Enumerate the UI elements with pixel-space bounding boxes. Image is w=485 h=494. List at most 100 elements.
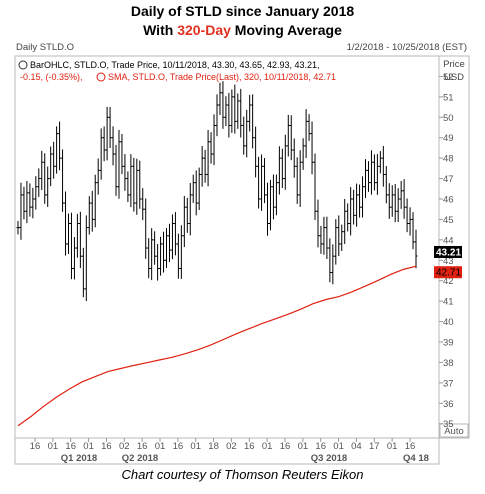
- ohlc-bar: [352, 189, 356, 225]
- ohlc-bar: [84, 215, 88, 302]
- ohlc-bar: [150, 228, 154, 281]
- ohlc-bar: [120, 134, 124, 175]
- bar-legend-line1: BarOHLC, STLD.O, Trade Price, 10/11/2018…: [30, 60, 320, 70]
- ohlc-bar: [233, 84, 237, 134]
- quarter-label: Q2 2018: [122, 453, 158, 464]
- x-tick-label: 16: [30, 441, 41, 452]
- sma-legend: SMA, STLD.O, Trade Price(Last), 320, 10/…: [108, 72, 336, 82]
- y-tick-label: 43: [443, 256, 454, 267]
- ohlc-bar: [78, 211, 82, 268]
- ohlc-bar: [230, 89, 234, 133]
- y-tick-label: 44: [443, 235, 454, 246]
- ohlc-bar: [298, 150, 302, 207]
- ohlc-bar: [22, 186, 26, 220]
- ohlc-bar: [283, 134, 287, 190]
- ohlc-bar: [75, 213, 79, 258]
- ohlc-bar: [102, 126, 106, 162]
- ohlc-bar: [203, 149, 207, 183]
- x-tick-label: 01: [298, 441, 309, 452]
- ohlc-bar: [405, 198, 409, 233]
- ohlc-bar: [185, 197, 189, 233]
- ohlc-bar: [402, 179, 406, 219]
- ohlc-bar: [295, 157, 299, 204]
- ohlc-bar: [390, 185, 394, 217]
- ohlc-bar: [105, 106, 109, 161]
- subtitle-prefix: With: [143, 22, 178, 38]
- ohlc-bar: [408, 207, 412, 236]
- ohlc-bar: [381, 145, 385, 187]
- ohlc-bar: [153, 231, 157, 265]
- ohlc-bar: [224, 96, 228, 127]
- y-tick-label: 46: [443, 194, 454, 205]
- ohlc-bar: [167, 223, 171, 263]
- ohlc-bar: [239, 88, 243, 138]
- chart-title: Daily of STLD since January 2018: [130, 3, 355, 19]
- ohlc-bar: [328, 238, 332, 283]
- y-tick-label: 38: [443, 358, 454, 369]
- ohlc-bar: [358, 184, 362, 218]
- sma-legend-icon: [96, 72, 106, 82]
- x-tick-label: 16: [137, 441, 148, 452]
- x-tick-label: 01: [262, 441, 273, 452]
- ohlc-bar: [209, 132, 213, 164]
- ohlc-bar: [307, 114, 311, 141]
- ohlc-bar: [108, 106, 112, 149]
- ohlc-bar: [248, 94, 252, 132]
- y-tick-label: 39: [443, 337, 454, 348]
- ohlc-bar: [242, 116, 246, 155]
- ohlc-bar: [271, 174, 275, 220]
- ohlc-bar: [61, 149, 65, 212]
- instrument-label: Daily STLD.O: [16, 42, 74, 53]
- ohlc-bar: [337, 215, 341, 257]
- ohlc-bar: [260, 154, 264, 211]
- x-tick-label: 16: [65, 441, 76, 452]
- subtitle-rest: Moving Average: [230, 22, 342, 38]
- ohlc-bar: [194, 170, 198, 216]
- ohlc-bar: [173, 212, 177, 256]
- ohlc-bar: [257, 156, 261, 209]
- ohlc-bar: [64, 191, 68, 256]
- ohlc-bar: [399, 180, 403, 209]
- ohlc-bar: [263, 158, 267, 204]
- y-tick-label: 36: [443, 399, 454, 410]
- currency-label: USD: [444, 72, 464, 83]
- x-tick-label: 16: [244, 441, 255, 452]
- ohlc-bar: [144, 198, 148, 259]
- x-tick-label: 01: [155, 441, 166, 452]
- x-axis-frame: [14, 437, 440, 465]
- ohlc-bar: [218, 82, 222, 116]
- y-tick-label: 45: [443, 215, 454, 226]
- ohlc-bar: [138, 160, 142, 209]
- ohlc-bar: [221, 81, 225, 129]
- chart-credit: Chart courtesy of Thomson Reuters Eikon: [121, 467, 364, 482]
- y-tick-label: 51: [443, 92, 454, 103]
- ohlc-bar: [411, 212, 415, 250]
- ohlc-bar: [322, 216, 326, 255]
- y-tick-label: 52: [443, 72, 454, 83]
- x-tick-label: 16: [280, 441, 291, 452]
- ohlc-bar: [313, 153, 317, 220]
- x-tick-label: 17: [369, 441, 380, 452]
- ohlc-bar: [87, 196, 91, 235]
- plot-frame: [14, 55, 440, 439]
- ohlc-bar: [212, 114, 216, 166]
- x-tick-label: 01: [190, 441, 201, 452]
- ohlc-bar: [355, 183, 359, 227]
- ohlc-bar: [69, 212, 73, 280]
- ohlc-bar: [277, 146, 281, 195]
- auto-scale-label: Auto: [444, 426, 464, 437]
- ohlc-bar: [361, 176, 365, 218]
- auto-scale-button[interactable]: [439, 423, 469, 438]
- last-price-tag: [434, 245, 462, 258]
- ohlc-bar: [34, 176, 38, 210]
- x-tick-label: 04: [351, 441, 362, 452]
- sma-line: [17, 265, 417, 427]
- ohlc-bar: [301, 138, 305, 170]
- ohlc-bar: [200, 145, 204, 187]
- ohlc-bar: [43, 153, 47, 204]
- bar-legend-line2: -0.15, (-0.35%),: [20, 72, 83, 82]
- y-tick-label: 35: [443, 419, 454, 430]
- ohlc-bar: [316, 199, 320, 248]
- ohlc-bar: [343, 199, 347, 244]
